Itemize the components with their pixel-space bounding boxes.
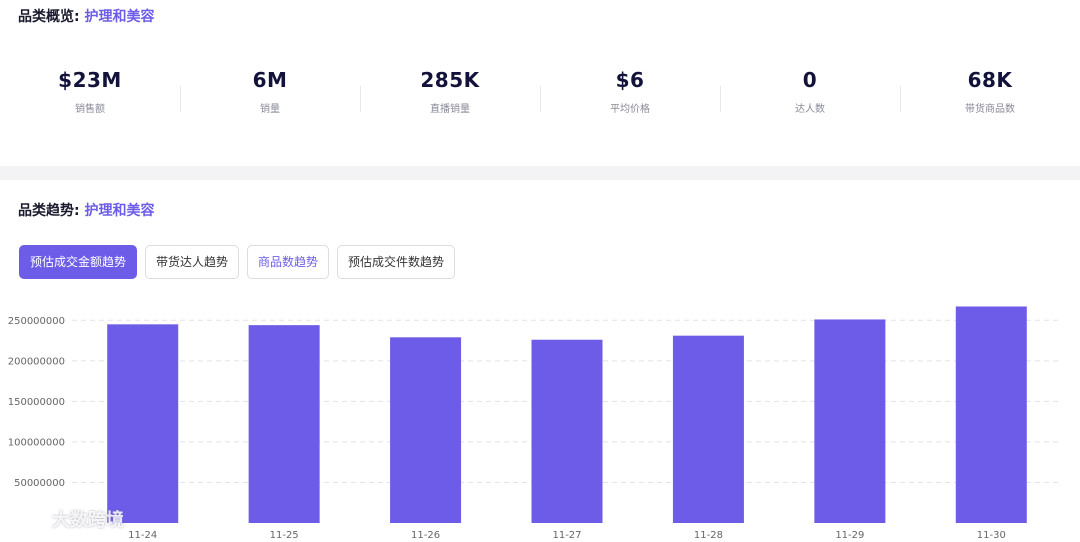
stat-label: 销量 [260,104,280,115]
trend-category: 护理和美容 [84,203,155,219]
overview-title-prefix: 品类概览: [18,9,80,25]
bar-11-25 [248,325,320,523]
y-tick-label: 200000000 [8,356,65,367]
bar-11-29 [814,319,886,523]
stat-value: 6M [252,68,288,92]
stat-value: $6 [615,68,645,92]
stats-row: $23M 销售额 6M 销量 285K 直播销量 $6 平均价格 0 达人数 6… [0,60,1080,130]
stat-label: 达人数 [795,104,825,115]
x-tick-label: 11-26 [411,530,440,541]
y-tick-label: 50000000 [14,478,65,489]
tab-influencer-trend[interactable]: 带货达人趋势 [145,245,240,279]
x-tick-label: 11-28 [694,530,723,541]
stat-label: 销售额 [75,104,105,115]
bar-11-28 [672,335,744,523]
x-tick-label: 11-27 [552,530,581,541]
y-tick-label: 250000000 [8,316,65,327]
trend-title: 品类趋势: 护理和美容 [18,200,154,220]
sales-bar-chart: 50000000 100000000 150000000 200000000 25000… [8,306,1062,541]
trend-tabs: 预估成交金额趋势 带货达人趋势 商品数趋势 预估成交件数趋势 [19,245,456,279]
bar-11-30 [955,306,1027,523]
overview-category: 护理和美容 [84,9,155,25]
tab-gmv-trend[interactable]: 预估成交金额趋势 [19,245,138,279]
stat-value: 0 [802,68,818,92]
stat-value: 285K [420,68,480,92]
stat-average-price: $6 平均价格 [540,60,720,130]
bar-11-27 [531,339,603,523]
watermark-text: 大数跨境 [52,510,124,531]
y-tick-label: 100000000 [8,437,65,448]
x-tick-label: 11-29 [835,530,864,541]
x-tick-label: 11-25 [270,530,299,541]
bar-11-26 [390,337,462,523]
stat-label: 带货商品数 [965,104,1015,115]
stat-live-volume: 285K 直播销量 [360,60,540,130]
stat-label: 平均价格 [610,104,650,115]
brand-logo-icon [10,509,45,529]
stat-value: $23M [58,68,122,92]
trend-title-prefix: 品类趋势: [18,203,80,219]
stat-value: 68K [967,68,1013,92]
x-tick-label: 11-30 [977,530,1006,541]
stat-sales-volume: 6M 销量 [180,60,360,130]
watermark: 大数跨境 [8,506,124,532]
stat-product-count: 68K 带货商品数 [900,60,1080,130]
stat-influencer-count: 0 达人数 [720,60,900,130]
tab-product-count-trend[interactable]: 商品数趋势 [247,245,330,279]
section-divider [0,166,1080,180]
stat-sales-amount: $23M 销售额 [0,60,180,130]
stat-label: 直播销量 [430,104,470,115]
tab-units-trend[interactable]: 预估成交件数趋势 [337,245,456,279]
overview-title: 品类概览: 护理和美容 [18,6,154,26]
x-tick-label: 11-24 [128,530,157,541]
y-tick-label: 150000000 [8,397,65,408]
bar-11-24 [107,324,179,523]
